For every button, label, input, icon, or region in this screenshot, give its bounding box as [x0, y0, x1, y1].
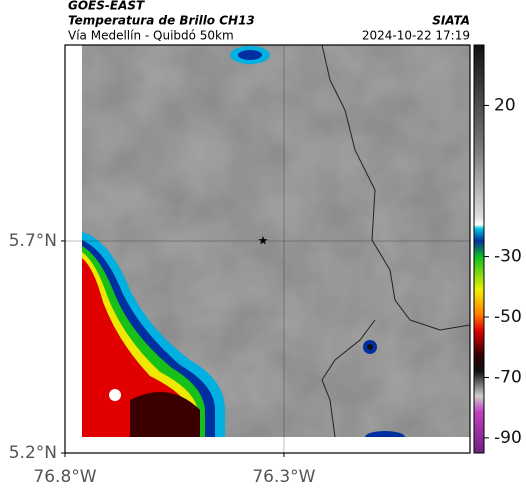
colorbar-tick-label: 20 — [494, 95, 516, 115]
x-tick-label: 76.3°W — [252, 467, 315, 487]
colorbar-tick-label: -70 — [494, 367, 522, 387]
source: GOES-EAST — [68, 0, 145, 13]
satellite-image — [82, 45, 470, 437]
subtitle: Vía Medellín - Quibdó 50km — [68, 29, 234, 43]
map-frame — [64, 44, 471, 454]
x-tick-label: 76.8°W — [33, 467, 96, 487]
datetime: 2024-10-22 17:19 — [362, 29, 470, 43]
y-tick-label: 5.7°N — [9, 231, 57, 251]
y-tick-label: 5.2°N — [9, 443, 57, 463]
agency: SIATA — [432, 14, 470, 28]
star-marker: ★ — [258, 234, 269, 248]
colorbar — [473, 44, 485, 454]
title: Temperatura de Brillo CH13 — [68, 14, 255, 28]
colorbar-tick-label: -30 — [494, 247, 522, 267]
colorbar-tick-label: -90 — [494, 428, 522, 448]
colorbar-tick-label: -50 — [494, 307, 522, 327]
